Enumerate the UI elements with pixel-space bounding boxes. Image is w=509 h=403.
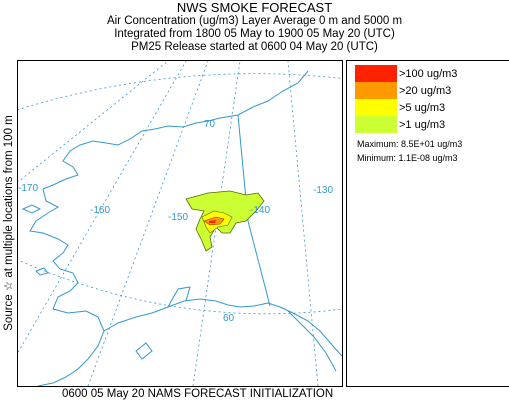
legend-label-20: >20 ug/m3 <box>399 84 452 97</box>
legend-panel: >100 ug/m3 >20 ug/m3 >5 ug/m3 >1 ug/m3 M… <box>346 60 509 387</box>
legend-item-20: >20 ug/m3 <box>355 82 451 99</box>
concentration-subtitle: Air Concentration (ug/m3) Layer Average … <box>106 15 403 27</box>
lon-label-m170: -170 <box>18 183 38 194</box>
latitude-line-60 <box>18 259 342 315</box>
lon-label-m130: -130 <box>313 185 333 196</box>
smoke-plume <box>185 190 265 252</box>
forecast-initialization: 0600 05 May 20 NAMS FORECAST INITIALIZAT… <box>62 388 334 400</box>
kodiak-island <box>135 342 153 360</box>
alaska-map: 70 60 -170 -160 -150 -140 -130 <box>18 61 342 386</box>
legend-item-100: >100 ug/m3 <box>355 65 457 82</box>
yukon-border <box>237 114 271 307</box>
islands <box>21 204 153 360</box>
integration-period: Integrated from 1800 05 May to 1900 05 M… <box>114 28 395 40</box>
lon-label-m150: -150 <box>168 212 188 223</box>
legend-swatch-20 <box>355 82 397 99</box>
legend-swatch-5 <box>355 99 397 116</box>
longitude-line-m170 <box>18 61 169 183</box>
forecast-title: NWS SMOKE FORECAST <box>176 0 333 15</box>
legend-swatch-1 <box>355 116 397 133</box>
aleutian-chain <box>37 382 54 386</box>
lat-label-70: 70 <box>204 119 216 130</box>
legend-label-1: >1 ug/m3 <box>399 118 446 131</box>
alaska-coast <box>29 70 309 384</box>
southcentral-coast <box>103 298 342 357</box>
plume-contour-100 <box>209 220 216 223</box>
legend-maximum: Maximum: 8.5E+01 ug/m3 <box>357 139 463 149</box>
latitude-line-70 <box>18 73 342 111</box>
coastline <box>29 70 342 386</box>
graticule <box>18 61 342 386</box>
longitude-line-m130 <box>287 61 319 386</box>
southeast-coast <box>287 310 337 372</box>
source-location-text: Source ☆ at multiple locations from 100 … <box>3 114 15 331</box>
lat-label-60: 60 <box>223 313 235 324</box>
legend-swatch-100 <box>355 65 397 82</box>
lon-label-m160: -160 <box>90 205 110 216</box>
longitude-line-m150 <box>87 61 209 386</box>
legend-item-1: >1 ug/m3 <box>355 116 445 133</box>
release-info: PM25 Release started at 0600 04 May 20 (… <box>131 41 378 53</box>
cook-inlet <box>167 286 191 308</box>
lon-label-m140: -140 <box>250 205 270 216</box>
legend-item-5: >5 ug/m3 <box>355 99 445 116</box>
legend-label-5: >5 ug/m3 <box>399 101 446 114</box>
saint-lawrence-island <box>21 204 42 214</box>
source-side-label: Source ☆ at multiple locations from 100 … <box>0 60 16 385</box>
legend-minimum: Minimum: 1.1E-08 ug/m3 <box>357 153 458 163</box>
legend-label-100: >100 ug/m3 <box>399 67 458 80</box>
map-panel: 70 60 -170 -160 -150 -140 -130 <box>17 60 343 387</box>
nunivak-island <box>35 267 49 276</box>
